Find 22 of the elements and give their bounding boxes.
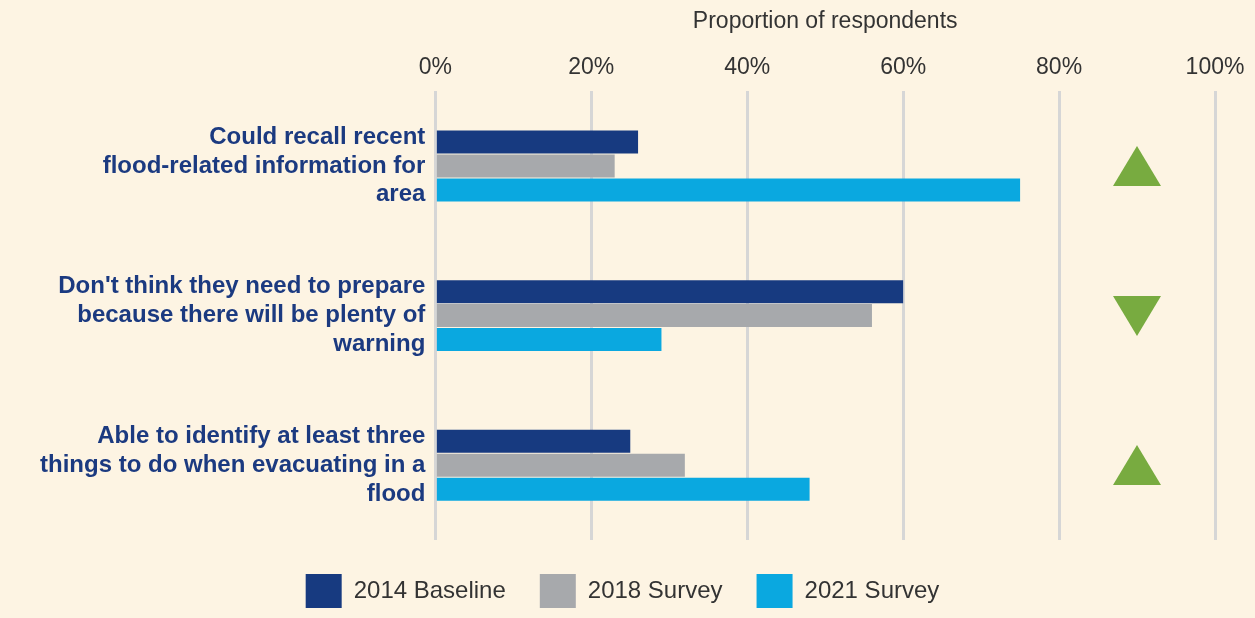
bar — [436, 429, 631, 453]
legend-label: 2021 Survey — [804, 575, 940, 603]
x-tick-label: 0% — [418, 52, 452, 79]
bar — [436, 280, 904, 304]
bar — [436, 453, 685, 477]
x-tick-label: 100% — [1185, 52, 1245, 79]
bar — [436, 178, 1021, 202]
bar — [436, 130, 639, 154]
x-tick-label: 40% — [724, 52, 771, 79]
bar — [436, 304, 872, 328]
x-tick-label: 80% — [1036, 52, 1083, 79]
x-tick-label: 20% — [568, 52, 615, 79]
x-axis-title: Proportion of respondents — [692, 7, 958, 34]
bar — [436, 154, 615, 178]
y-tick-label: Able to identify at least three things to do when evacuating in a flood — [40, 421, 427, 506]
bar — [436, 328, 662, 352]
bar — [436, 477, 810, 501]
y-tick-label: Don't think they need to prepare because there will be plenty of warning — [58, 271, 427, 357]
legend-label: 2018 Survey — [587, 575, 723, 603]
y-tick-label: Could recall recent flood-related information for area — [102, 121, 426, 207]
legend-label: 2014 Baseline — [353, 575, 506, 603]
x-tick-label: 60% — [880, 52, 927, 79]
